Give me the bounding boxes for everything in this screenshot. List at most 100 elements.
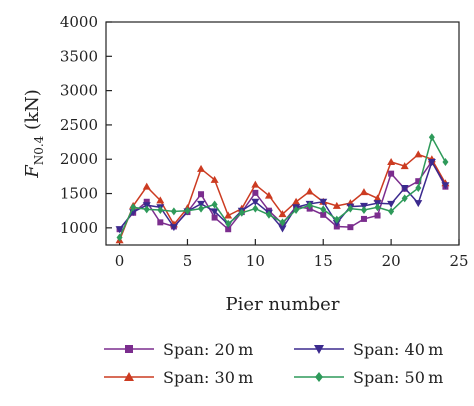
y-axis-label: FN0.4 (kN) (22, 89, 46, 179)
data-point (360, 215, 367, 222)
data-point (198, 204, 205, 213)
y-ticks: 1000 1500 2000 2500 3000 3500 4000 (60, 13, 112, 237)
data-point (184, 206, 191, 215)
legend-item: Span: 40 m (294, 340, 443, 359)
x-tick-label: 5 (183, 252, 193, 270)
y-tick-label: 3500 (60, 47, 98, 65)
data-point (428, 133, 435, 142)
data-point (224, 211, 233, 219)
data-point (157, 219, 164, 226)
legend-marker (315, 372, 323, 382)
data-point (401, 194, 408, 203)
legend: Span: 20 m Span: 40 m Span: 30 m Span: 50 m (104, 340, 443, 387)
x-tick-label: 10 (246, 252, 265, 270)
y-tick-label: 1000 (60, 219, 98, 237)
data-point (211, 200, 218, 209)
data-point (143, 205, 150, 214)
series-4 (116, 133, 449, 242)
data-point (359, 188, 368, 196)
data-point (292, 197, 301, 205)
data-point (332, 201, 341, 209)
data-point (197, 164, 206, 172)
data-point (442, 157, 449, 166)
y-tick-label: 1500 (60, 185, 98, 203)
data-point (210, 175, 219, 183)
data-point (157, 206, 164, 215)
data-point (156, 196, 165, 204)
data-point (347, 204, 354, 213)
data-point (387, 157, 396, 165)
y-axis-label-unit: (kN) (22, 89, 43, 135)
data-point (441, 182, 450, 190)
legend-marker (314, 345, 324, 354)
data-point (319, 198, 328, 206)
data-point (414, 200, 423, 208)
data-point (197, 200, 206, 208)
data-point (116, 233, 123, 242)
data-point (320, 205, 327, 214)
data-point (252, 189, 259, 196)
data-point (387, 200, 396, 208)
legend-label: Span: 50 m (353, 368, 443, 387)
plot-frame (105, 21, 460, 246)
legend-item: Span: 50 m (294, 368, 443, 387)
data-point (210, 208, 219, 216)
data-point (415, 184, 422, 193)
x-tick-label: 15 (314, 252, 333, 270)
legend-label: Span: 20 m (163, 340, 253, 359)
data-point (279, 218, 286, 227)
data-point (251, 180, 260, 188)
legend-marker (125, 345, 133, 353)
data-point (306, 201, 313, 210)
data-point (225, 219, 232, 228)
legend-item: Span: 20 m (104, 340, 253, 359)
data-point (251, 198, 260, 206)
data-point (265, 210, 272, 219)
data-point (278, 210, 287, 218)
legend-item: Span: 30 m (104, 368, 253, 387)
y-tick-label: 4000 (60, 13, 98, 31)
data-point (143, 198, 150, 205)
x-axis-label: Pier number (226, 294, 340, 315)
data-point (169, 224, 178, 232)
data-point (414, 150, 423, 158)
x-tick-label: 20 (382, 252, 401, 270)
data-point (374, 212, 381, 219)
legend-marker (124, 372, 134, 381)
legend-label: Span: 40 m (353, 340, 443, 359)
data-point (333, 215, 340, 224)
y-tick-label: 2000 (60, 150, 98, 168)
data-point (130, 203, 137, 212)
data-point (305, 187, 314, 195)
data-point (115, 226, 124, 234)
data-point (400, 162, 409, 170)
data-point (320, 211, 327, 218)
plot-area: 0 5 10 15 20 25 1000 1500 2000 2500 3000 3500 4000 (60, 13, 469, 270)
data-point (388, 207, 395, 216)
y-tick-label: 3000 (60, 82, 98, 100)
y-tick-label: 2500 (60, 116, 98, 134)
y-axis-label-main: F (22, 164, 43, 179)
data-point (427, 158, 436, 166)
x-ticks: 0 5 10 15 20 25 (115, 239, 469, 270)
x-tick-label: 0 (115, 252, 125, 270)
data-point (198, 191, 205, 198)
data-point (388, 170, 395, 177)
data-point (293, 206, 300, 215)
data-point (170, 207, 177, 216)
legend-label: Span: 30 m (163, 368, 253, 387)
data-point (347, 224, 354, 231)
data-point (225, 226, 232, 233)
data-point (252, 204, 259, 213)
data-point (374, 203, 381, 212)
data-point (360, 206, 367, 215)
y-axis-label-subscript: N0.4 (32, 135, 46, 165)
series-group (115, 133, 450, 244)
data-point (264, 191, 273, 199)
data-point (278, 225, 287, 233)
data-point (142, 182, 151, 190)
x-tick-label: 25 (449, 252, 468, 270)
data-point (415, 178, 422, 185)
data-point (373, 194, 382, 202)
